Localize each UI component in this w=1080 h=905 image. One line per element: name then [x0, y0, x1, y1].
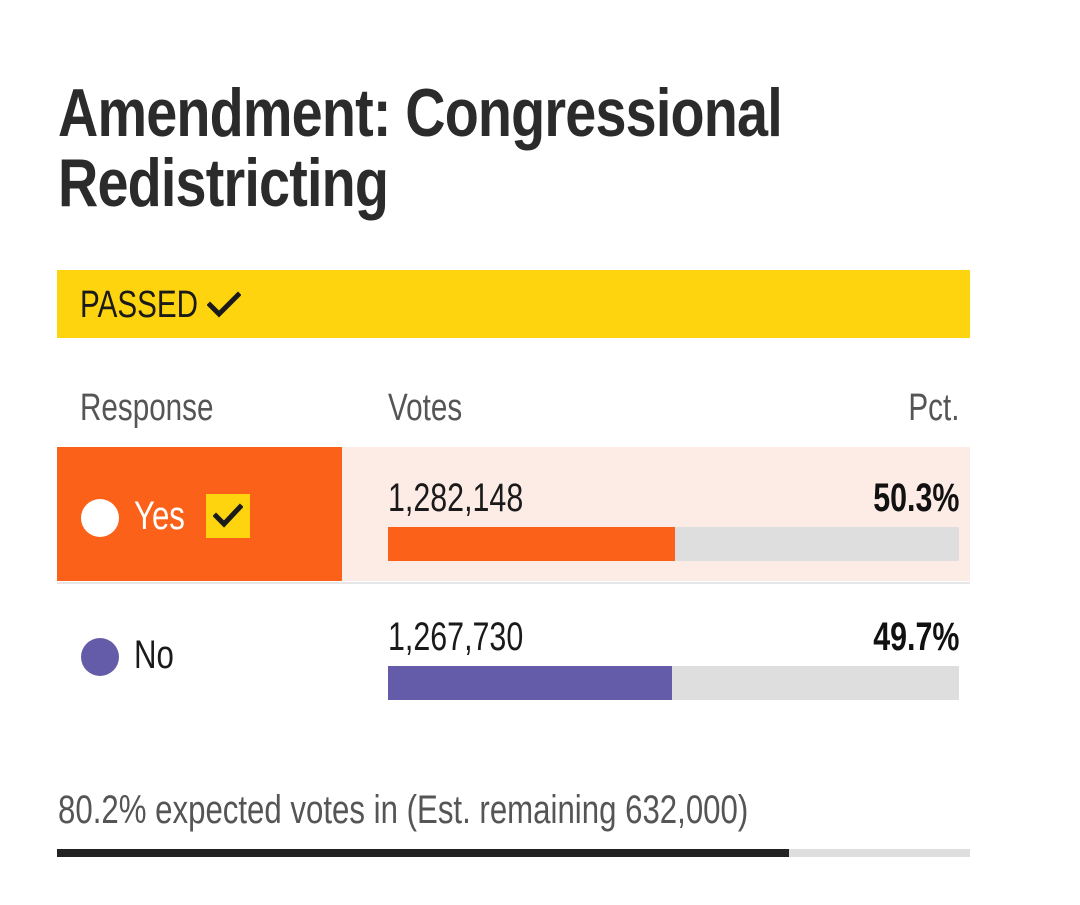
vote-pct-yes: 50.3%	[872, 476, 959, 520]
checkmark-icon	[206, 290, 242, 320]
table-row-no: No 1,267,730 49.7%	[57, 586, 970, 720]
expected-votes-progress-fill	[57, 849, 790, 857]
column-header-response: Response	[80, 387, 214, 429]
column-header-votes: Votes	[388, 387, 463, 429]
expected-votes-progress-track	[57, 849, 970, 857]
status-label: PASSED	[80, 284, 199, 326]
vote-pct-no: 49.7%	[872, 615, 959, 659]
column-header-pct: Pct.	[907, 387, 959, 429]
votes-count-no: 1,267,730	[388, 615, 524, 659]
page-title: Amendment: Congressional Redistricting	[58, 78, 941, 218]
votes-count-yes: 1,282,148	[388, 476, 524, 520]
status-banner: PASSED	[57, 270, 970, 338]
title-line-2: Redistricting	[58, 145, 389, 221]
expected-votes-text: 80.2% expected votes in (Est. remaining …	[58, 788, 749, 832]
title-line-1: Amendment: Congressional	[58, 75, 783, 151]
response-label-no: No	[134, 633, 174, 677]
yes-color-dot	[81, 499, 119, 537]
vote-bar-track-yes	[388, 527, 959, 561]
response-label-yes: Yes	[134, 494, 185, 538]
vote-bar-fill-yes	[388, 527, 676, 561]
vote-bar-track-no	[388, 666, 959, 700]
row-divider	[57, 582, 970, 584]
winner-checkmark-icon	[206, 494, 250, 538]
table-row-yes: Yes 1,282,148 50.3%	[57, 447, 970, 581]
winner-highlight-cell: Yes	[57, 447, 342, 581]
no-color-dot	[81, 638, 119, 676]
vote-bar-fill-no	[388, 666, 672, 700]
